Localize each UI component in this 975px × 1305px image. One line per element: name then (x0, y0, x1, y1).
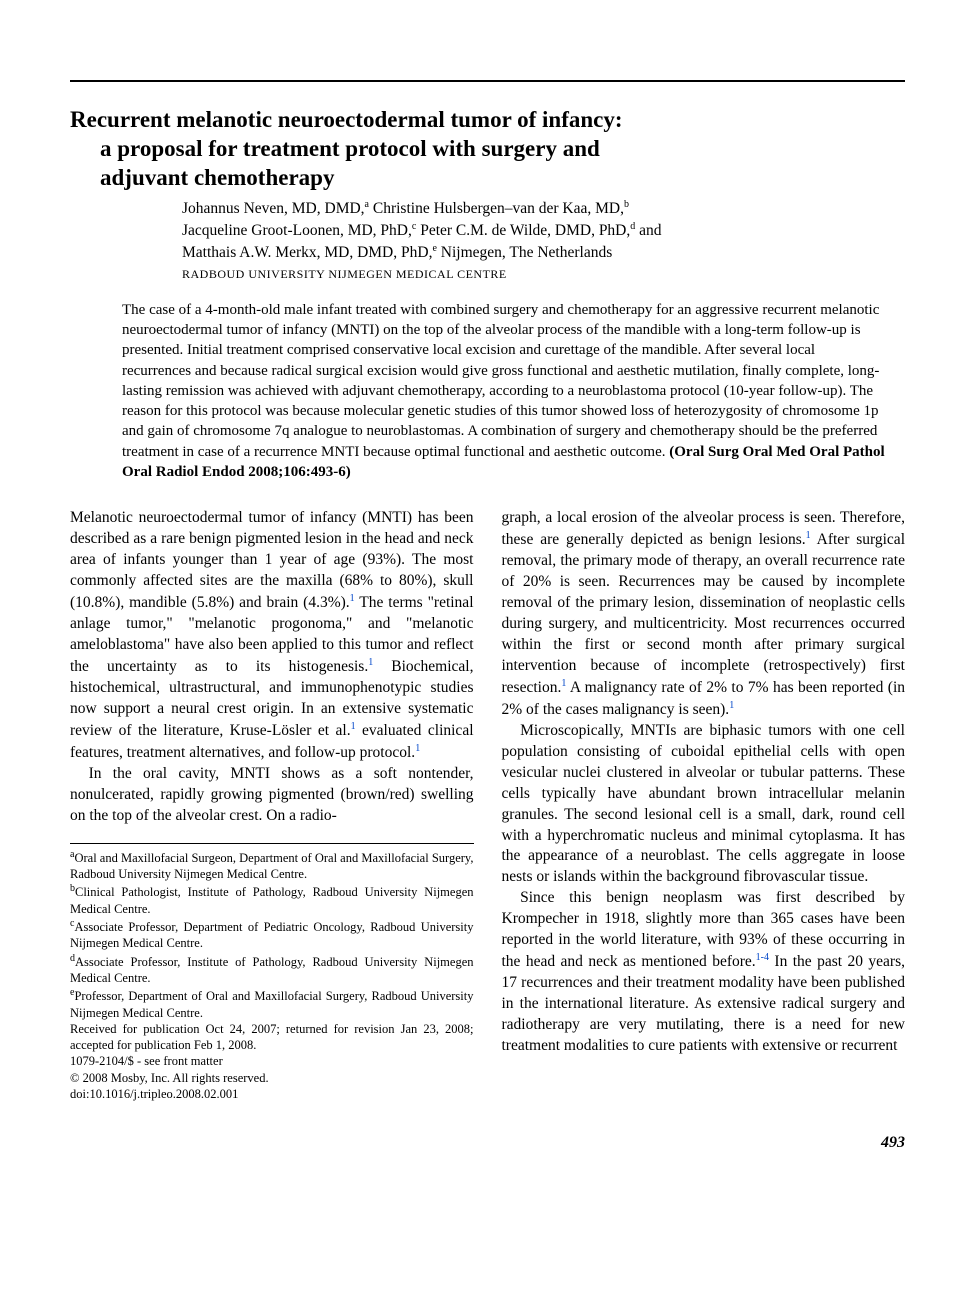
paragraph: In the oral cavity, MNTI shows as a soft… (70, 764, 474, 827)
author-segment: Johannus Neven, MD, DMD, (182, 200, 365, 217)
footnote-item: eProfessor, Department of Oral and Maxil… (70, 986, 474, 1021)
page-number: 493 (70, 1132, 905, 1154)
author-segment: Peter C.M. de Wilde, DMD, PhD, (416, 222, 630, 239)
authors: Johannus Neven, MD, DMD,a Christine Huls… (182, 198, 905, 264)
footnotes: aOral and Maxillofacial Surgeon, Departm… (70, 843, 474, 1103)
title-line-2: a proposal for treatment protocol with s… (70, 136, 600, 161)
abstract-text: The case of a 4-month-old male infant tr… (122, 302, 879, 460)
footnote-text: Oral and Maxillofacial Surgeon, Departme… (70, 851, 474, 881)
footnote-doi: doi:10.1016/j.tripleo.2008.02.001 (70, 1086, 474, 1102)
footnote-text: Associate Professor, Department of Pedia… (70, 920, 474, 950)
paragraph: graph, a local erosion of the alveolar p… (502, 508, 906, 721)
column-right: graph, a local erosion of the alveolar p… (502, 508, 906, 1102)
title-line-1: Recurrent melanotic neuroectodermal tumo… (70, 107, 623, 132)
paragraph: Microscopically, MNTIs are biphasic tumo… (502, 721, 906, 888)
footnote-received: Received for publication Oct 24, 2007; r… (70, 1021, 474, 1054)
author-segment: Matthais A.W. Merkx, MD, DMD, PhD, (182, 244, 432, 261)
footnote-item: aOral and Maxillofacial Surgeon, Departm… (70, 848, 474, 883)
footnote-issn: 1079-2104/$ - see front matter (70, 1053, 474, 1069)
footnote-item: bClinical Pathologist, Institute of Path… (70, 882, 474, 917)
affiliation: RADBOUD UNIVERSITY NIJMEGEN MEDICAL CENT… (182, 266, 905, 282)
authors-block: Johannus Neven, MD, DMD,a Christine Huls… (70, 198, 905, 282)
author-segment: Christine Hulsbergen–van der Kaa, MD, (369, 200, 624, 217)
footnote-item: cAssociate Professor, Department of Pedi… (70, 917, 474, 952)
footnote-copyright: © 2008 Mosby, Inc. All rights reserved. (70, 1070, 474, 1086)
top-rule (70, 80, 905, 82)
abstract: The case of a 4-month-old male infant tr… (70, 300, 905, 482)
paragraph: Melanotic neuroectodermal tumor of infan… (70, 508, 474, 764)
footnote-text: Clinical Pathologist, Institute of Patho… (70, 885, 474, 915)
citation-ref[interactable]: 1 (415, 743, 420, 754)
citation-ref[interactable]: 1-4 (756, 952, 769, 963)
paragraph: Since this benign neoplasm was first des… (502, 888, 906, 1057)
text-run: After surgical removal, the primary mode… (502, 531, 906, 696)
footnote-item: dAssociate Professor, Institute of Patho… (70, 952, 474, 987)
column-left: Melanotic neuroectodermal tumor of infan… (70, 508, 474, 1102)
author-segment: Nijmegen, The Netherlands (437, 244, 612, 261)
citation-ref[interactable]: 1 (729, 700, 734, 711)
footnote-text: Associate Professor, Institute of Pathol… (70, 955, 474, 985)
author-sup: b (624, 199, 629, 210)
article-title: Recurrent melanotic neuroectodermal tumo… (70, 106, 905, 192)
body-columns: Melanotic neuroectodermal tumor of infan… (70, 508, 905, 1102)
title-line-3: adjuvant chemotherapy (70, 165, 334, 190)
footnote-text: Professor, Department of Oral and Maxill… (70, 989, 474, 1019)
author-segment: and (635, 222, 661, 239)
author-segment: Jacqueline Groot-Loonen, MD, PhD, (182, 222, 412, 239)
